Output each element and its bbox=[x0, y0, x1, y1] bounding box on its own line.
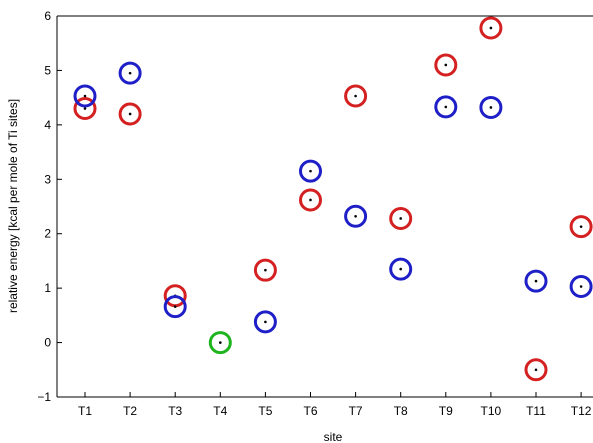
x-tick-label: T5 bbox=[258, 404, 272, 418]
data-point-ring bbox=[208, 331, 232, 355]
y-axis-title: relative energy [kcal per mole of Ti sit… bbox=[6, 99, 20, 313]
data-point-center bbox=[399, 267, 403, 271]
data-point-ring bbox=[253, 310, 277, 334]
x-tick-label: T2 bbox=[123, 404, 137, 418]
x-tick-label: T3 bbox=[168, 404, 182, 418]
data-point-center bbox=[534, 368, 538, 372]
y-tick-label: 1 bbox=[44, 281, 51, 295]
data-point-center bbox=[354, 94, 357, 98]
y-tick-label: 2 bbox=[44, 227, 51, 241]
x-tick-label: T10 bbox=[481, 404, 502, 418]
data-point-center bbox=[128, 112, 132, 116]
data-point-ring bbox=[118, 102, 142, 126]
data-point bbox=[569, 275, 593, 299]
data-point bbox=[253, 310, 277, 334]
data-point-center bbox=[309, 169, 312, 173]
x-tick-label: T9 bbox=[439, 404, 453, 418]
data-point bbox=[569, 215, 593, 239]
points-layer bbox=[73, 16, 593, 382]
data-point bbox=[389, 257, 413, 281]
data-point-ring bbox=[479, 16, 503, 40]
data-point bbox=[524, 358, 548, 382]
data-point-ring bbox=[389, 257, 413, 281]
data-point-center bbox=[534, 279, 538, 283]
data-point bbox=[524, 269, 548, 293]
data-point-center bbox=[489, 26, 493, 30]
data-point bbox=[73, 84, 97, 108]
data-point bbox=[434, 95, 458, 119]
x-axis-title: site bbox=[324, 430, 343, 443]
data-point-center bbox=[83, 107, 87, 110]
plot-area bbox=[57, 16, 593, 397]
data-point-center bbox=[264, 320, 267, 324]
data-point bbox=[208, 331, 232, 355]
data-point-center bbox=[489, 106, 493, 109]
data-point-ring bbox=[524, 269, 548, 293]
data-point bbox=[73, 97, 97, 121]
data-point bbox=[389, 206, 413, 230]
data-point-ring bbox=[344, 84, 368, 108]
x-tick-label: T4 bbox=[213, 404, 227, 418]
data-point-center bbox=[399, 217, 403, 220]
y-tick-label: −1 bbox=[37, 390, 51, 404]
data-point bbox=[118, 61, 142, 85]
data-point-ring bbox=[299, 188, 322, 212]
data-point bbox=[344, 204, 368, 228]
data-point bbox=[434, 53, 458, 77]
x-tick-label: T1 bbox=[78, 404, 92, 418]
data-point-ring bbox=[479, 95, 503, 119]
data-point-ring bbox=[73, 84, 97, 108]
data-point-center bbox=[579, 285, 583, 288]
data-point bbox=[344, 84, 368, 108]
data-point-center bbox=[219, 341, 222, 344]
x-tick-label: T7 bbox=[349, 404, 363, 418]
data-point-ring bbox=[253, 258, 277, 282]
x-tick-label: T8 bbox=[394, 404, 408, 418]
data-point-ring bbox=[118, 61, 142, 85]
data-point bbox=[299, 188, 322, 212]
data-point-center bbox=[579, 225, 583, 228]
y-tick-label: 3 bbox=[44, 172, 51, 186]
x-tick-label: T12 bbox=[571, 404, 592, 418]
data-point-ring bbox=[344, 204, 368, 228]
data-point-ring bbox=[434, 53, 458, 77]
data-point-ring bbox=[569, 215, 593, 239]
x-tick-label: T6 bbox=[303, 404, 317, 418]
data-point-ring bbox=[434, 95, 458, 119]
data-point-center bbox=[354, 214, 357, 218]
data-point-center bbox=[128, 71, 132, 75]
data-point-center bbox=[444, 63, 448, 67]
data-point bbox=[479, 95, 503, 119]
data-point-ring bbox=[163, 295, 187, 319]
y-tick-label: 4 bbox=[44, 118, 51, 132]
data-point-ring bbox=[299, 159, 322, 183]
data-point-center bbox=[444, 105, 448, 109]
x-tick-label: T11 bbox=[526, 404, 546, 418]
y-tick-label: 6 bbox=[44, 9, 51, 23]
ticks-layer: −1 0 1 2 3 4 5 6 T1 T2 T3 T4 T5 T6 T7 T8 T9 T10 T11 T12 bbox=[37, 9, 591, 418]
data-point bbox=[118, 102, 142, 126]
data-point bbox=[253, 258, 277, 282]
data-point-ring bbox=[389, 206, 413, 230]
data-point-center bbox=[83, 94, 87, 98]
data-point-center bbox=[264, 268, 267, 272]
data-point-center bbox=[173, 305, 177, 308]
data-point bbox=[299, 159, 322, 183]
data-point-ring bbox=[569, 275, 593, 299]
y-tick-label: 0 bbox=[44, 336, 51, 350]
data-point bbox=[479, 16, 503, 40]
data-point-ring bbox=[73, 97, 97, 121]
data-point-ring bbox=[524, 358, 548, 382]
y-tick-label: 5 bbox=[44, 63, 51, 77]
data-point-center bbox=[309, 198, 312, 202]
data-point bbox=[163, 295, 187, 319]
